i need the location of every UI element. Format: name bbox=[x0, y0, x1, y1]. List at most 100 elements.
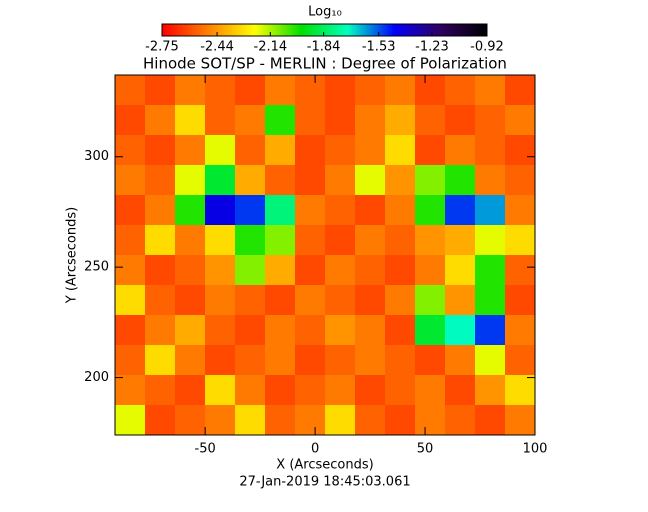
colorbar-segment bbox=[237, 24, 240, 36]
colorbar-segment bbox=[252, 24, 255, 36]
colorbar-segment bbox=[472, 24, 475, 36]
heatmap-cell bbox=[475, 405, 506, 436]
heatmap-cell bbox=[415, 105, 446, 136]
heatmap-cell bbox=[235, 225, 266, 256]
colorbar-segment bbox=[414, 24, 418, 36]
heatmap-cell bbox=[325, 165, 356, 196]
colorbar-segment bbox=[447, 24, 450, 36]
colorbar-segment bbox=[389, 24, 393, 36]
heatmap-cell bbox=[415, 165, 446, 196]
heatmap-cell bbox=[475, 105, 506, 136]
heatmap-cell bbox=[415, 315, 446, 346]
heatmap-cell bbox=[325, 315, 356, 346]
heatmap-cell bbox=[265, 255, 296, 286]
heatmap-cell bbox=[475, 255, 506, 286]
colorbar-segment bbox=[467, 24, 470, 36]
colorbar-segment bbox=[484, 24, 488, 36]
colorbar-segment bbox=[469, 24, 473, 36]
colorbar-segment bbox=[392, 24, 395, 36]
heatmap-cell bbox=[355, 285, 386, 316]
heatmap-cell bbox=[505, 225, 536, 256]
heatmap-cell bbox=[175, 195, 206, 226]
heatmap-cell bbox=[445, 165, 476, 196]
colorbar-segment bbox=[382, 24, 385, 36]
heatmap-cell bbox=[385, 225, 416, 256]
heatmap-cell bbox=[475, 285, 506, 316]
heatmap-cell bbox=[415, 375, 446, 406]
heatmap-cell bbox=[385, 255, 416, 286]
heatmap-cell bbox=[445, 375, 476, 406]
colorbar-tick-label: -1.23 bbox=[415, 40, 449, 55]
heatmap-cell bbox=[115, 255, 146, 286]
heatmap-cell bbox=[295, 345, 326, 376]
heatmap-cell bbox=[475, 345, 506, 376]
heatmap-cell bbox=[475, 135, 506, 166]
heatmap-cell bbox=[325, 405, 356, 436]
y-tick-label: 250 bbox=[84, 260, 109, 275]
heatmap-cell bbox=[145, 105, 176, 136]
colorbar-segment bbox=[177, 24, 180, 36]
colorbar-segment bbox=[419, 24, 423, 36]
heatmap-cell bbox=[145, 135, 176, 166]
heatmap-cell bbox=[415, 405, 446, 436]
colorbar-tick-label: -2.44 bbox=[200, 40, 234, 55]
heatmap-cell bbox=[445, 315, 476, 346]
heatmap-cell bbox=[325, 285, 356, 316]
heatmap-cell bbox=[265, 225, 296, 256]
colorbar-segment bbox=[462, 24, 465, 36]
colorbar-segment bbox=[267, 24, 270, 36]
colorbar-segment bbox=[444, 24, 448, 36]
heatmap-cell bbox=[445, 75, 476, 106]
heatmap-cell bbox=[325, 195, 356, 226]
heatmap-cell bbox=[325, 255, 356, 286]
colorbar-segment bbox=[249, 24, 253, 36]
colorbar-segment bbox=[219, 24, 223, 36]
heatmap-cell bbox=[475, 375, 506, 406]
colorbar-tick-label: -0.92 bbox=[470, 40, 504, 55]
colorbar-segment bbox=[309, 24, 313, 36]
colorbar-segment bbox=[217, 24, 220, 36]
colorbar-segment bbox=[354, 24, 358, 36]
footer: 27-Jan-2019 18:45:03.061 bbox=[239, 475, 410, 490]
colorbar-segment bbox=[227, 24, 230, 36]
colorbar-segment bbox=[294, 24, 298, 36]
heatmap-cell bbox=[445, 255, 476, 286]
heatmap-cell bbox=[355, 195, 386, 226]
heatmap-cell bbox=[505, 345, 536, 376]
colorbar-segment bbox=[289, 24, 293, 36]
colorbar-segment bbox=[174, 24, 178, 36]
colorbar-segment bbox=[187, 24, 190, 36]
heatmap-cell bbox=[445, 405, 476, 436]
colorbar-segment bbox=[437, 24, 440, 36]
heatmap-cell bbox=[295, 315, 326, 346]
heatmap-cell bbox=[265, 135, 296, 166]
colorbar-segment bbox=[404, 24, 408, 36]
x-tick-label: 50 bbox=[417, 442, 434, 457]
heatmap-cell bbox=[205, 315, 236, 346]
colorbar-segment bbox=[222, 24, 225, 36]
colorbar-segment bbox=[474, 24, 478, 36]
heatmap-cell bbox=[505, 375, 536, 406]
heatmap-cell bbox=[115, 315, 146, 346]
colorbar-segment bbox=[337, 24, 340, 36]
heatmap-cell bbox=[355, 225, 386, 256]
heatmap-cell bbox=[505, 405, 536, 436]
heatmap-cell bbox=[205, 405, 236, 436]
colorbar-segment bbox=[279, 24, 283, 36]
heatmap-cell bbox=[265, 285, 296, 316]
heatmap-cell bbox=[415, 255, 446, 286]
colorbar-segment bbox=[387, 24, 390, 36]
colorbar-segment bbox=[167, 24, 170, 36]
colorbar-segment bbox=[207, 24, 210, 36]
heatmap-cell bbox=[265, 315, 296, 346]
colorbar-segment bbox=[239, 24, 243, 36]
colorbar-segment bbox=[269, 24, 273, 36]
colorbar-segment bbox=[377, 24, 380, 36]
colorbar-segment bbox=[284, 24, 288, 36]
colorbar-segment bbox=[244, 24, 248, 36]
colorbar-segment bbox=[162, 24, 165, 36]
colorbar-segment bbox=[364, 24, 368, 36]
heatmap-cell bbox=[175, 405, 206, 436]
heatmap-cell bbox=[175, 375, 206, 406]
heatmap-cell bbox=[115, 75, 146, 106]
